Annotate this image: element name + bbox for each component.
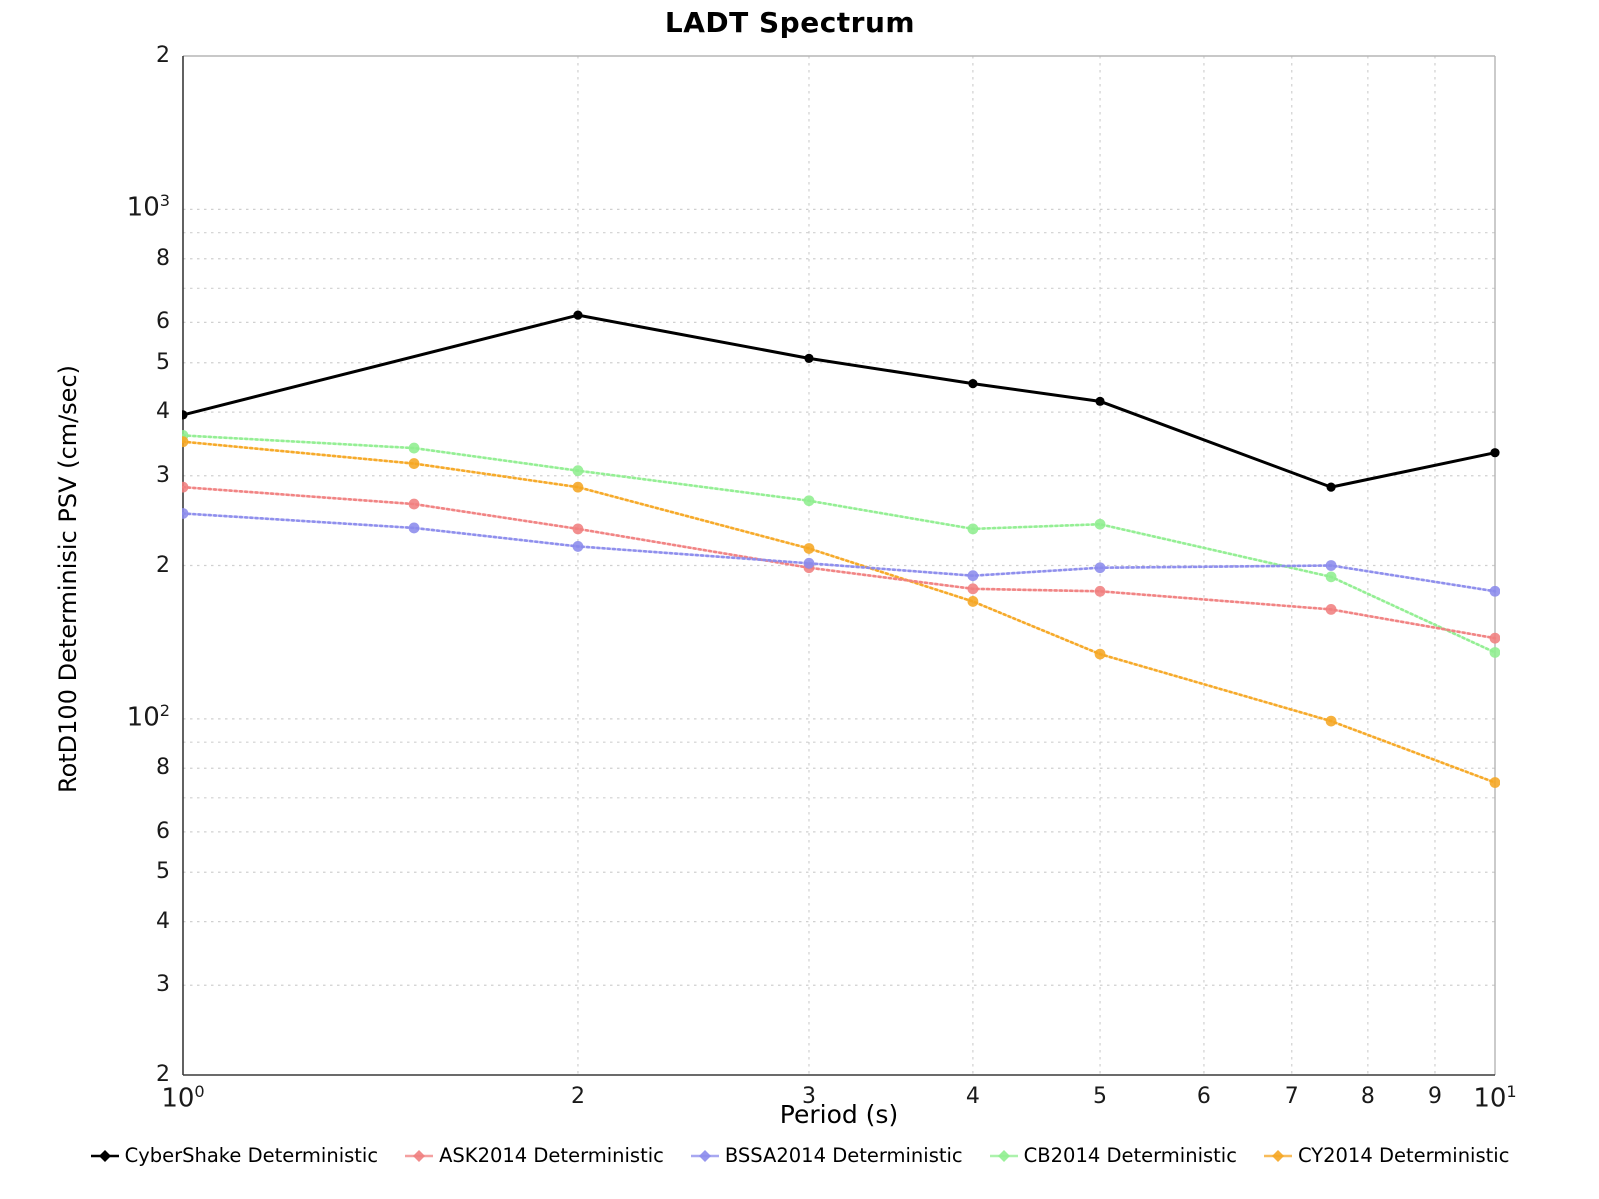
data-point bbox=[967, 596, 979, 607]
legend-item-cb2014-deterministic: CB2014 Deterministic bbox=[989, 1144, 1237, 1167]
data-point bbox=[804, 353, 814, 363]
data-point bbox=[182, 436, 189, 448]
xtick-label: 8 bbox=[1360, 1084, 1375, 1109]
data-point bbox=[182, 410, 188, 420]
data-point bbox=[408, 522, 420, 534]
data-point bbox=[968, 379, 978, 389]
legend-label: CB2014 Deterministic bbox=[1023, 1144, 1237, 1167]
data-point bbox=[1489, 632, 1500, 644]
ytick-label: 4 bbox=[156, 908, 170, 934]
xtick-label: 5 bbox=[1093, 1084, 1108, 1109]
legend-marker-icon bbox=[989, 1149, 1018, 1162]
data-point bbox=[1094, 585, 1106, 597]
data-point bbox=[967, 570, 979, 582]
series-cb2014-deterministic bbox=[182, 430, 1500, 658]
data-point bbox=[1325, 560, 1337, 571]
data-point bbox=[1325, 715, 1337, 727]
chart-legend: CyberShake Deterministic ASK2014 Determin… bbox=[0, 1144, 1599, 1167]
data-point bbox=[1325, 571, 1337, 583]
series-cybershake-deterministic bbox=[182, 310, 1500, 492]
data-point bbox=[408, 458, 420, 469]
legend-marker-icon bbox=[90, 1149, 119, 1162]
ytick-label: 2 bbox=[156, 1062, 170, 1087]
data-point bbox=[967, 523, 979, 535]
xtick-label: 9 bbox=[1427, 1084, 1442, 1109]
chart-title: LADT Spectrum bbox=[664, 6, 916, 39]
ytick-label: 8 bbox=[156, 755, 170, 781]
data-point bbox=[1489, 647, 1500, 658]
legend-marker-icon bbox=[690, 1149, 719, 1162]
data-point bbox=[1325, 604, 1337, 615]
series-cy2014-deterministic bbox=[182, 436, 1500, 788]
ytick-label: 6 bbox=[156, 309, 170, 335]
xtick-label: 4 bbox=[965, 1084, 980, 1109]
legend-label: CyberShake Deterministic bbox=[124, 1144, 379, 1167]
data-point bbox=[182, 508, 189, 519]
gridlines bbox=[183, 56, 1495, 1075]
data-point bbox=[182, 481, 189, 493]
data-point bbox=[803, 557, 815, 569]
ytick-label: 2 bbox=[156, 43, 170, 68]
ytick-label: 2 bbox=[156, 552, 170, 578]
legend-item-cybershake-deterministic: CyberShake Deterministic bbox=[90, 1144, 379, 1167]
legend-item-bssa2014-deterministic: BSSA2014 Deterministic bbox=[690, 1144, 963, 1167]
xtick-label: 100 bbox=[161, 1082, 205, 1114]
data-point bbox=[572, 523, 584, 535]
data-point bbox=[408, 498, 420, 510]
legend-marker-icon bbox=[1263, 1149, 1292, 1162]
xtick-label: 101 bbox=[1473, 1082, 1517, 1114]
ytick-label: 8 bbox=[156, 245, 170, 271]
data-point bbox=[1094, 648, 1106, 660]
ytick-label: 3 bbox=[156, 972, 170, 998]
data-point bbox=[1326, 482, 1336, 492]
xtick-label: 7 bbox=[1284, 1084, 1299, 1109]
data-point bbox=[1489, 777, 1500, 788]
ytick-label: 4 bbox=[156, 399, 170, 425]
series-bssa2014-deterministic bbox=[182, 508, 1500, 597]
data-point bbox=[1095, 396, 1105, 406]
x-axis-label: Period (s) bbox=[779, 1100, 899, 1129]
legend-marker-icon bbox=[405, 1149, 434, 1162]
legend-label: CY2014 Deterministic bbox=[1297, 1144, 1510, 1167]
ytick-label: 6 bbox=[156, 818, 170, 844]
ytick-label: 3 bbox=[156, 462, 170, 488]
series-ask2014-deterministic bbox=[182, 481, 1500, 644]
legend-label: ASK2014 Deterministic bbox=[439, 1144, 664, 1167]
data-point bbox=[1490, 448, 1500, 458]
legend-item-ask2014-deterministic: ASK2014 Deterministic bbox=[404, 1144, 664, 1167]
data-point bbox=[573, 310, 583, 320]
legend-label: BSSA2014 Deterministic bbox=[724, 1144, 963, 1167]
xtick-label: 2 bbox=[570, 1084, 585, 1109]
ytick-label: 102 bbox=[126, 700, 170, 733]
data-point bbox=[572, 465, 584, 477]
data-point bbox=[1489, 585, 1500, 597]
data-point bbox=[572, 541, 584, 552]
legend-item-cy2014-deterministic: CY2014 Deterministic bbox=[1263, 1144, 1509, 1167]
data-point bbox=[803, 543, 815, 554]
data-point bbox=[1094, 562, 1106, 574]
axes-spines bbox=[182, 55, 1496, 1076]
data-point bbox=[1094, 518, 1106, 530]
data-point bbox=[408, 442, 420, 454]
ytick-label: 5 bbox=[156, 349, 170, 375]
xtick-label: 6 bbox=[1196, 1084, 1211, 1109]
data-point bbox=[967, 583, 979, 595]
data-point bbox=[803, 495, 815, 507]
ytick-label: 5 bbox=[156, 859, 170, 885]
ytick-label: 103 bbox=[126, 191, 170, 224]
data-point bbox=[572, 481, 584, 493]
xtick-label: 3 bbox=[801, 1084, 816, 1109]
